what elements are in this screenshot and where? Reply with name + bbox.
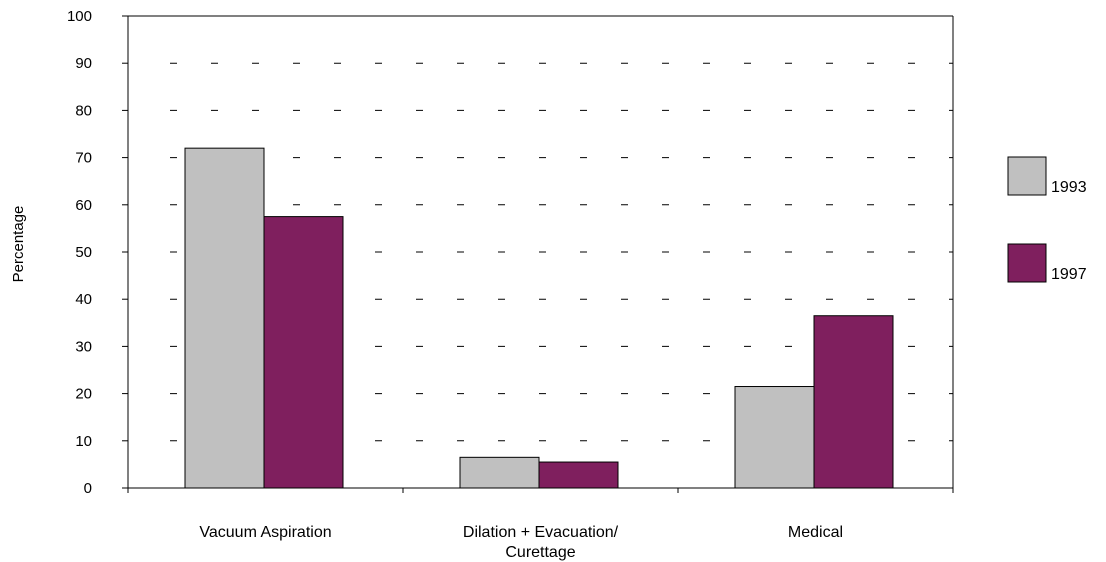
bar-1993-0 xyxy=(184,147,265,489)
legend-label-1997: 1997 xyxy=(1051,266,1087,283)
y-tick-label: 90 xyxy=(75,55,92,72)
x-category-label: Medical xyxy=(788,524,843,541)
y-tick-label: 0 xyxy=(84,480,92,497)
y-tick-label: 60 xyxy=(75,197,92,214)
bar-1993-1 xyxy=(459,456,540,489)
bar-1997-2 xyxy=(813,315,894,489)
y-tick-label: 10 xyxy=(75,433,92,450)
y-tick-label: 70 xyxy=(75,150,92,167)
y-tick-label: 20 xyxy=(75,386,92,403)
labels: 0 10 20 30 40 50 60 70 80 90 100 Vacuum Aspiration D… xyxy=(10,8,843,561)
bar-1997-0 xyxy=(263,216,344,489)
y-tick-label: 40 xyxy=(75,291,92,308)
x-category-label-line: Curettage xyxy=(505,544,575,561)
y-tick-label: 80 xyxy=(75,102,92,119)
x-category-label: Dilation + Evacuation/Curettage xyxy=(463,524,619,561)
y-tick-label: 30 xyxy=(75,338,92,355)
legend: 1993 1997 xyxy=(1007,156,1087,283)
bar-1997-1 xyxy=(538,461,619,489)
bars xyxy=(184,147,894,489)
gridlines xyxy=(128,15,953,442)
bar-1993-2 xyxy=(734,386,815,489)
y-axis-title: Percentage xyxy=(10,206,27,283)
x-category-label-line: Vacuum Aspiration xyxy=(199,524,331,541)
x-category-label: Vacuum Aspiration xyxy=(199,524,331,541)
y-tick-label: 50 xyxy=(75,244,92,261)
x-category-label-line: Medical xyxy=(788,524,843,541)
y-tick-label: 100 xyxy=(67,8,92,25)
legend-swatch-1997 xyxy=(1007,243,1047,283)
legend-swatch-1993 xyxy=(1007,156,1047,196)
legend-label-1993: 1993 xyxy=(1051,179,1087,196)
x-category-label-line: Dilation + Evacuation/ xyxy=(463,524,619,541)
